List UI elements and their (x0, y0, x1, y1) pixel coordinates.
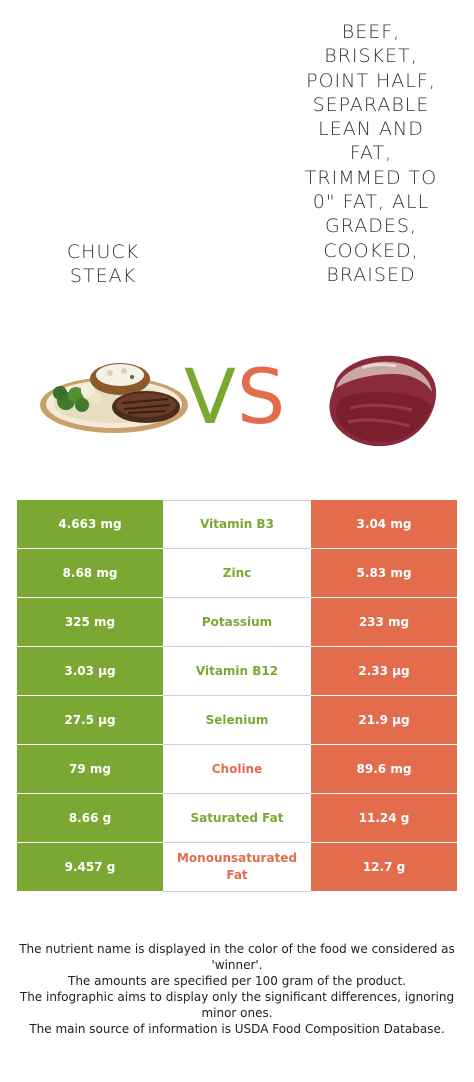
right-value: 11.24 g (311, 794, 457, 843)
footer-line-winner: The nutrient name is displayed in the co… (19, 942, 455, 972)
footer-line-source: The main source of information is USDA F… (29, 1022, 445, 1036)
right-value: 5.83 mg (311, 549, 457, 598)
right-value: 2.33 µg (311, 647, 457, 696)
food-right-title-text: Beef, brisket, point half, separable lea… (304, 21, 438, 286)
table-row: 27.5 µg Selenium 21.9 µg (17, 696, 457, 745)
comparison-table: 4.663 mg Vitamin B3 3.04 mg 8.68 mg Zinc 5.83… (17, 500, 457, 892)
food-right-title: Beef, brisket, point half, separable lea… (300, 20, 442, 287)
vs-letter-s: S (237, 352, 286, 441)
food-left-title-text: Chuck steak (66, 241, 140, 287)
right-value: 89.6 mg (311, 745, 457, 794)
food-left-title: Chuck steak (22, 240, 184, 288)
brisket-image (329, 355, 437, 447)
nutrient-name: Zinc (163, 549, 311, 598)
steak-plate-image (40, 363, 188, 433)
left-value: 27.5 µg (17, 696, 163, 745)
table-row: 325 mg Potassium 233 mg (17, 598, 457, 647)
left-value: 325 mg (17, 598, 163, 647)
nutrient-name: Potassium (163, 598, 311, 647)
table-row: 79 mg Choline 89.6 mg (17, 745, 457, 794)
table-row: 4.663 mg Vitamin B3 3.04 mg (17, 500, 457, 549)
nutrient-name: Vitamin B12 (163, 647, 311, 696)
left-value: 8.66 g (17, 794, 163, 843)
table-row: 8.68 mg Zinc 5.83 mg (17, 549, 457, 598)
right-value: 12.7 g (311, 843, 457, 892)
right-value: 233 mg (311, 598, 457, 647)
nutrient-name: Saturated Fat (163, 794, 311, 843)
nutrient-name: Choline (163, 745, 311, 794)
footer-notes: The nutrient name is displayed in the co… (10, 941, 464, 1037)
footer-line-aims: The infographic aims to display only the… (19, 990, 455, 1020)
nutrient-name: Vitamin B3 (163, 500, 311, 549)
vs-letter-v: V (184, 352, 236, 441)
left-value: 9.457 g (17, 843, 163, 892)
table-row: 9.457 g Monounsaturated Fat 12.7 g (17, 843, 457, 892)
left-value: 4.663 mg (17, 500, 163, 549)
right-value: 3.04 mg (311, 500, 457, 549)
left-value: 79 mg (17, 745, 163, 794)
nutrient-name: Monounsaturated Fat (163, 843, 311, 892)
left-value: 8.68 mg (17, 549, 163, 598)
footer-line-amounts: The amounts are specified per 100 gram o… (67, 974, 406, 988)
right-value: 21.9 µg (311, 696, 457, 745)
table-row: 3.03 µg Vitamin B12 2.33 µg (17, 647, 457, 696)
left-value: 3.03 µg (17, 647, 163, 696)
nutrient-name: Selenium (163, 696, 311, 745)
table-row: 8.66 g Saturated Fat 11.24 g (17, 794, 457, 843)
